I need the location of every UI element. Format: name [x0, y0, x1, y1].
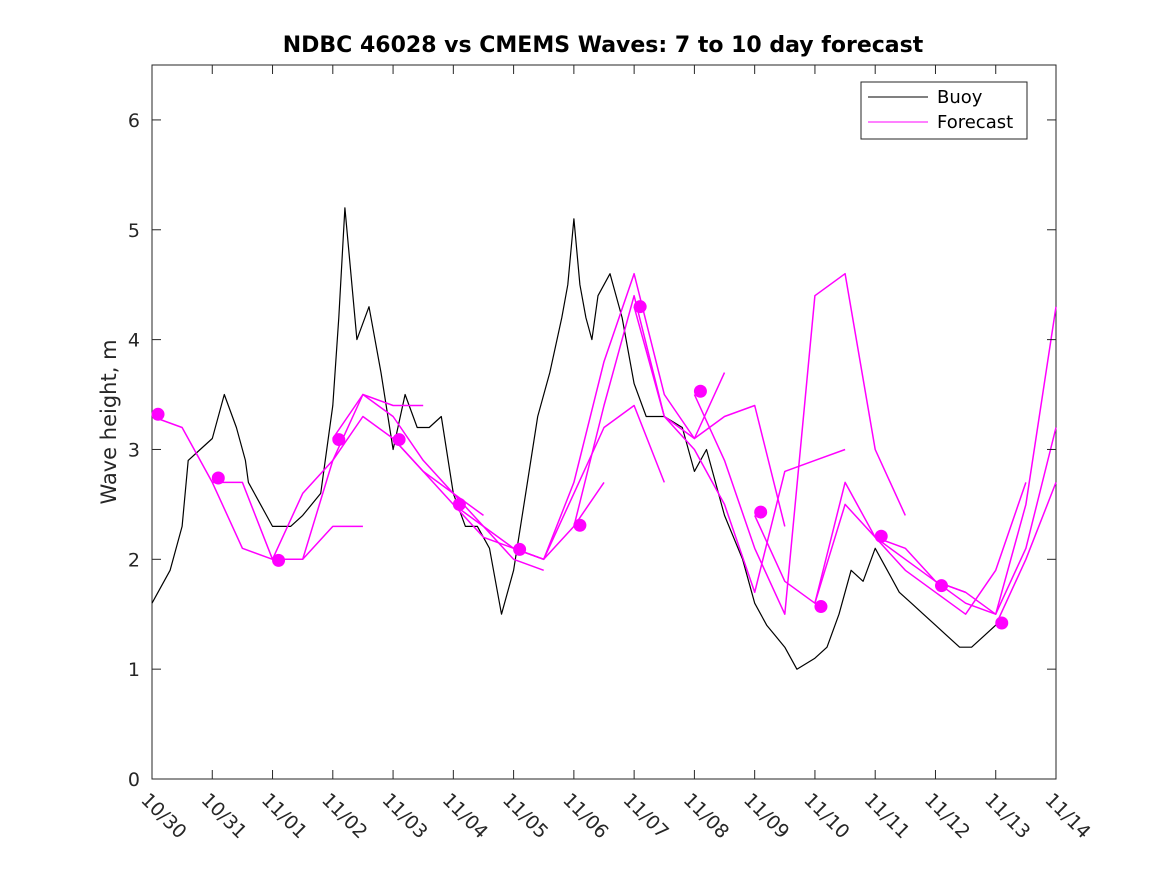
forecast-series-line — [693, 272, 906, 615]
forecast-analysis-point — [452, 497, 466, 511]
y-tick-label: 1 — [128, 659, 140, 681]
forecast-analysis-point — [995, 616, 1009, 630]
forecast-analysis-point — [633, 300, 647, 314]
x-tick-label: 11/03 — [378, 789, 432, 843]
forecast-series-line — [151, 415, 363, 561]
x-tick-label: 11/06 — [558, 789, 612, 843]
plot-area — [151, 64, 1057, 780]
y-tick-label: 3 — [128, 439, 140, 461]
forecast-series-line — [332, 393, 544, 572]
y-tick-label: 4 — [128, 330, 140, 352]
x-tick-label: 11/14 — [1040, 789, 1094, 843]
legend: Buoy Forecast — [860, 81, 1028, 140]
forecast-analysis-point — [513, 542, 527, 556]
forecast-analysis-point — [934, 579, 948, 593]
forecast-series-line — [452, 404, 665, 561]
forecast-analysis-point — [693, 384, 707, 398]
x-tick-label: 11/13 — [980, 789, 1034, 843]
forecast-series-line — [212, 393, 424, 561]
forecast-analysis-point — [332, 433, 346, 447]
y-tick-label: 6 — [128, 110, 140, 132]
legend-buoy-label: Buoy — [937, 87, 983, 108]
x-tick-label: 11/05 — [498, 789, 552, 843]
legend-forecast-label: Forecast — [937, 112, 1013, 133]
forecast-series-line — [995, 482, 1057, 626]
buoy-series-line — [151, 207, 997, 670]
forecast-analysis-point — [272, 553, 286, 567]
x-tick-label: 11/09 — [739, 789, 793, 843]
x-tick-label: 11/07 — [619, 789, 673, 843]
x-tick-label: 11/04 — [438, 789, 492, 843]
forecast-analysis-point — [392, 433, 406, 447]
chart-title: NDBC 46028 vs CMEMS Waves: 7 to 10 day f… — [283, 33, 924, 58]
forecast-analysis-point — [151, 407, 165, 421]
forecast-series-line — [633, 306, 846, 594]
forecast-analysis-point — [211, 471, 225, 485]
y-tick-label: 2 — [128, 549, 140, 571]
forecast-series-line — [754, 481, 966, 604]
forecast-series-line — [573, 294, 786, 527]
y-tick-label: 0 — [128, 769, 140, 791]
forecast-analysis-point — [754, 505, 768, 519]
forecast-series-line — [392, 437, 605, 561]
x-tick-label: 11/01 — [257, 789, 311, 843]
y-tick-label: 5 — [128, 220, 140, 242]
forecast-analysis-point — [573, 518, 587, 532]
forecast-analysis-point — [814, 600, 828, 614]
forecast-series-line — [935, 427, 1057, 615]
x-tick-label: 11/02 — [317, 789, 371, 843]
x-tick-label: 11/11 — [860, 789, 914, 843]
forecast-series-line — [271, 415, 484, 560]
chart-marks — [151, 207, 1057, 670]
x-tick-label: 10/30 — [136, 789, 190, 843]
forecast-series-line — [874, 306, 1057, 615]
forecast-series-line — [513, 272, 726, 561]
legend-box — [860, 81, 1028, 140]
forecast-series-line — [814, 482, 1027, 615]
x-tick-label: 11/12 — [920, 789, 974, 843]
forecast-analysis-point — [874, 529, 888, 543]
x-tick-label: 11/10 — [799, 789, 853, 843]
x-tick-label: 10/31 — [197, 789, 251, 843]
y-axis-label: Wave height, m — [97, 339, 121, 504]
x-tick-label: 11/08 — [679, 789, 733, 843]
